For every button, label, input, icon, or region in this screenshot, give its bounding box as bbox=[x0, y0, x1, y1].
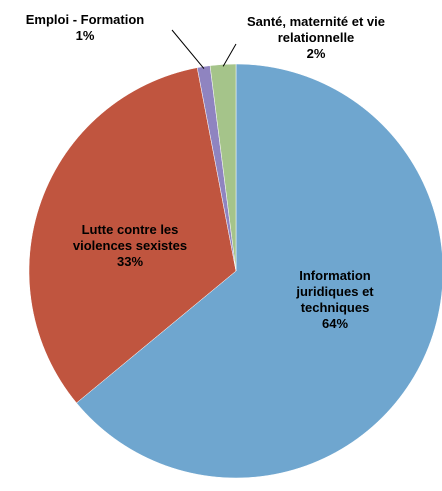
slice-label: Lutte contre les violences sexistes 33% bbox=[58, 222, 203, 270]
leader-line bbox=[222, 43, 237, 67]
value-label: 33% bbox=[116, 254, 144, 269]
category-label: Santé, maternité et vie relationnelle bbox=[247, 14, 385, 45]
pie-slice bbox=[76, 63, 442, 479]
leader-line bbox=[171, 29, 205, 69]
value-label: 1% bbox=[75, 28, 95, 43]
pie-slice bbox=[28, 67, 237, 404]
value-label: 2% bbox=[306, 46, 326, 61]
slice-label: Santé, maternité et vie relationnelle 2% bbox=[244, 14, 389, 62]
category-label: Information juridiques et techniques bbox=[296, 268, 374, 315]
value-label: 64% bbox=[321, 316, 349, 331]
category-label: Emploi - Formation bbox=[25, 12, 145, 27]
pie-slice bbox=[209, 63, 237, 272]
slice-label: Emploi - Formation 1% bbox=[10, 12, 160, 44]
category-label: Lutte contre les violences sexistes bbox=[72, 222, 188, 253]
slice-label: Information juridiques et techniques 64% bbox=[278, 268, 393, 332]
